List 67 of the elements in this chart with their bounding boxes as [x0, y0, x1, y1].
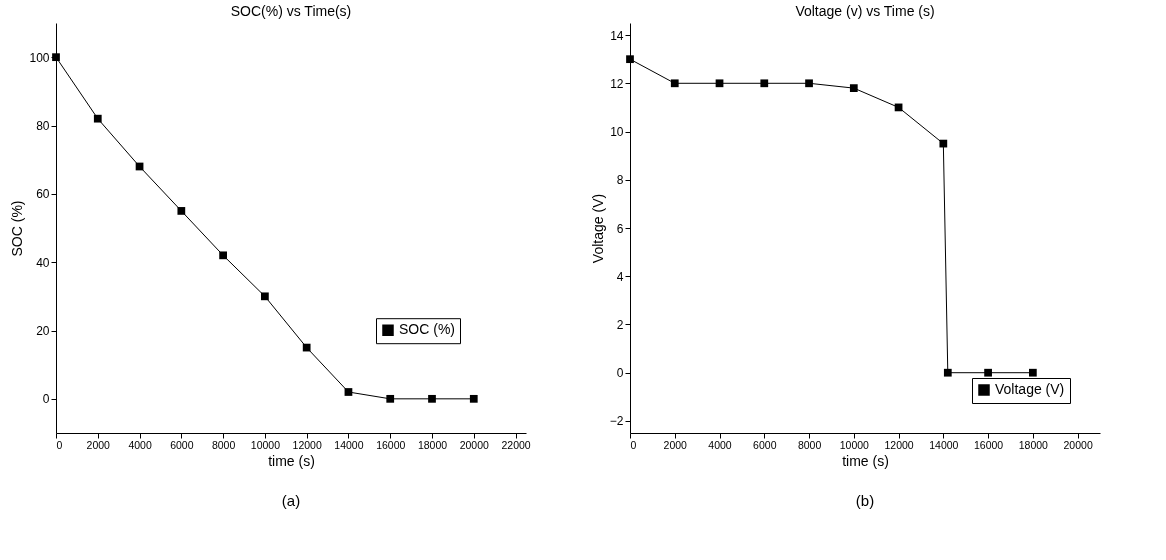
text: (a) [281, 492, 301, 509]
y-tick-label: 100 [29, 50, 50, 65]
y-tick-label: 0 [42, 392, 50, 407]
point [626, 55, 634, 64]
y-tick-label: 10 [610, 125, 624, 140]
x-tick-label: 12000 [884, 438, 914, 451]
y-tick-label: −2 [609, 414, 624, 429]
x-tick-label: 4000 [128, 438, 152, 451]
y-tick-label: 60 [36, 187, 50, 202]
x-tick-label: 14000 [334, 438, 364, 451]
chart-title: SOC(%) vs Time(s) [230, 3, 352, 19]
x-tick-label: 16000 [973, 438, 1004, 451]
text: (b) [855, 492, 875, 509]
x-tick-label: 12000 [292, 438, 322, 451]
y-tick-label: 40 [36, 255, 50, 270]
y-tick-label: 6 [616, 221, 624, 236]
point [984, 368, 992, 377]
x-tick-label: 14000 [929, 438, 959, 451]
y-tick-label: 0 [616, 366, 624, 381]
point [93, 114, 102, 123]
x-tick-label: 10000 [839, 438, 870, 451]
point [849, 84, 858, 92]
x-tick-label: 8000 [797, 438, 822, 451]
point [939, 139, 948, 148]
chart-title: Voltage (v) vs Time (s) [795, 3, 935, 19]
x-tick-label: 2000 [663, 438, 688, 451]
x-tick-label: 0 [56, 438, 63, 451]
y-tick-label: 4 [616, 269, 624, 284]
point [261, 292, 269, 301]
x-tick-label: 20000 [459, 438, 490, 451]
point [1028, 368, 1037, 377]
x-axis-title: time (s) [268, 453, 315, 469]
point [302, 343, 311, 352]
x-tick-label: 8000 [211, 438, 236, 451]
point [943, 368, 952, 377]
x-tick-label: 10000 [250, 438, 281, 451]
point [344, 388, 353, 396]
x-tick-label: 2000 [86, 438, 111, 451]
x-tick-label: 6000 [753, 438, 777, 451]
point [428, 394, 436, 403]
y-axis-title: Voltage (V) [589, 193, 606, 264]
y-tick-label: 20 [36, 324, 50, 338]
x-tick-label: 16000 [376, 438, 406, 451]
y-tick-label: 14 [610, 28, 624, 43]
x-axis-title: time (s) [842, 453, 889, 469]
point [386, 394, 395, 403]
x-tick-label: 6000 [170, 438, 194, 451]
point [715, 79, 724, 88]
point [760, 79, 769, 88]
x-tick-label: 18000 [1018, 438, 1049, 451]
y-tick-label: 80 [36, 119, 50, 133]
x-tick-label: 22000 [501, 438, 531, 451]
x-tick-label: 0 [630, 438, 637, 451]
y-tick-label: 8 [616, 173, 624, 188]
point [219, 251, 227, 260]
point [177, 207, 186, 215]
y-tick-label: 12 [610, 76, 624, 91]
y-tick-label: 2 [616, 317, 624, 332]
point [805, 79, 813, 88]
x-tick-label: 4000 [708, 438, 732, 451]
y-axis-title: SOC (%) [9, 200, 26, 257]
point [469, 394, 478, 403]
legend-label: Voltage (V) [995, 381, 1065, 397]
point [670, 79, 679, 88]
x-tick-label: 18000 [417, 438, 448, 451]
legend-label: SOC (%) [399, 321, 455, 338]
x-tick-label: 20000 [1063, 438, 1093, 451]
